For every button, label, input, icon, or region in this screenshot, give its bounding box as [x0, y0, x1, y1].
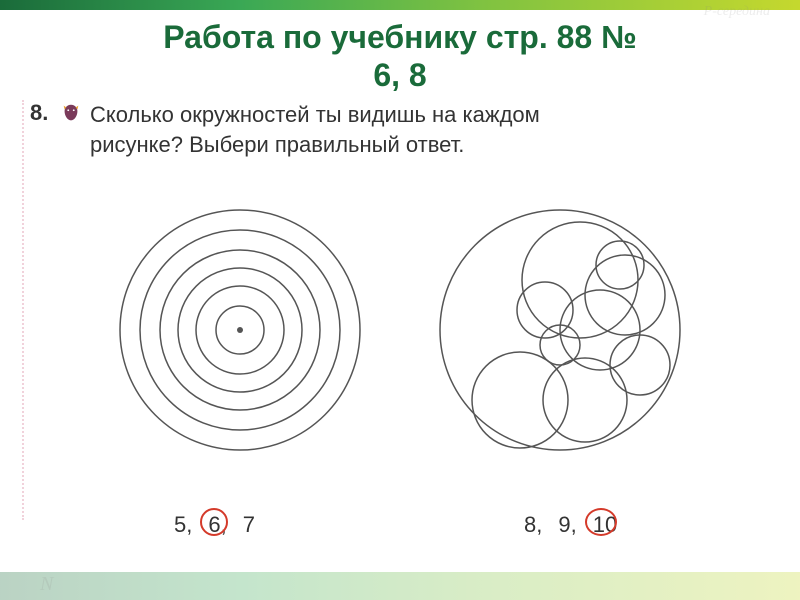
bottom-gradient-border — [0, 572, 800, 600]
answers-left: 5, 6, 7 — [170, 510, 259, 540]
title-line-1: Работа по учебнику стр. 88 № — [0, 18, 800, 56]
problem-number: 8. — [30, 100, 48, 126]
answer-circle-right — [585, 508, 617, 536]
problem-text-line1: Сколько окружностей ты видишь на каждом — [90, 102, 540, 127]
concentric-circles-diagram — [120, 210, 360, 450]
title-line-2: 6, 8 — [0, 56, 800, 94]
problem-text: Сколько окружностей ты видишь на каждом … — [90, 100, 780, 159]
bg-hint-top: P-середина — [704, 4, 770, 20]
answer-right-1[interactable]: 9, — [554, 510, 580, 540]
diagrams-svg — [0, 190, 800, 490]
answer-left-2[interactable]: 7 — [239, 510, 259, 540]
answer-left-0[interactable]: 5, — [170, 510, 196, 540]
answers-right: 8, 9, 10 — [520, 510, 621, 540]
overlapping-circles-diagram — [440, 210, 680, 450]
answer-right-0[interactable]: 8, — [520, 510, 546, 540]
problem-block: 8. Сколько окружностей ты видишь на кажд… — [30, 100, 780, 159]
page-title: Работа по учебнику стр. 88 № 6, 8 — [0, 0, 800, 95]
answer-right-2[interactable]: 10 — [589, 510, 621, 540]
bg-hint-bottom: N — [40, 573, 53, 596]
top-gradient-border — [0, 0, 800, 10]
owl-icon — [60, 102, 82, 124]
answer-left-1[interactable]: 6, — [204, 510, 230, 540]
problem-text-line2: рисунке? Выбери правильный ответ. — [90, 132, 464, 157]
